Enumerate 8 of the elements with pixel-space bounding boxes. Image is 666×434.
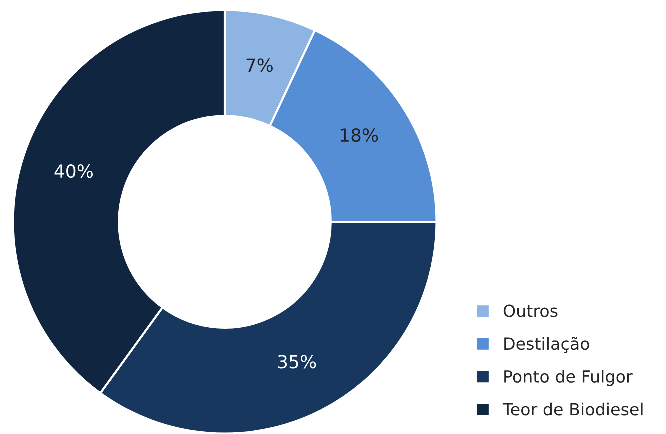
legend-label: Outros bbox=[504, 304, 558, 318]
legend-label: Teor de Biodiesel bbox=[502, 402, 643, 416]
data-label: 40% bbox=[54, 164, 94, 178]
legend-label: Destilação bbox=[504, 336, 590, 354]
data-label: 7% bbox=[246, 58, 273, 72]
data-label: 18% bbox=[341, 128, 378, 142]
legend-label: Ponto de Fulgor bbox=[504, 370, 633, 386]
data-label: 35% bbox=[278, 355, 316, 369]
